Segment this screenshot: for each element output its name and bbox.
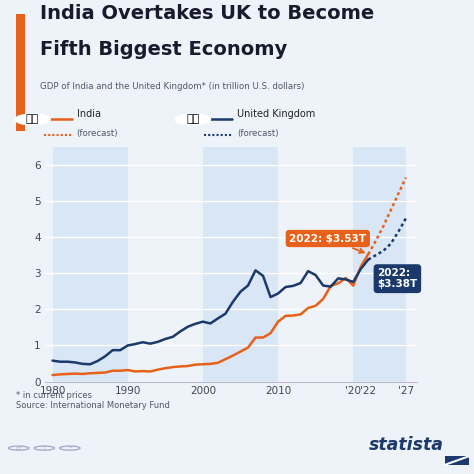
Text: statista: statista (369, 436, 444, 454)
Bar (203, 147, 278, 382)
Circle shape (175, 114, 210, 125)
Text: * in current prices
Source: International Monetary Fund: * in current prices Source: Internationa… (16, 391, 170, 410)
Text: 2022: $3.53T: 2022: $3.53T (289, 234, 366, 253)
Text: cc: cc (15, 446, 22, 451)
Text: 🇮🇳: 🇮🇳 (26, 114, 39, 125)
Bar (53, 147, 128, 382)
Circle shape (15, 114, 50, 125)
Text: (forecast): (forecast) (237, 129, 279, 138)
Text: (forecast): (forecast) (77, 129, 118, 138)
Text: India Overtakes UK to Become: India Overtakes UK to Become (39, 4, 374, 23)
Text: United Kingdom: United Kingdom (237, 109, 315, 119)
Text: GDP of India and the United Kingdom* (in trillion U.S. dollars): GDP of India and the United Kingdom* (in… (39, 82, 304, 91)
Text: 2022:
$3.38T: 2022: $3.38T (377, 268, 418, 290)
Text: i: i (43, 446, 45, 451)
Text: =: = (67, 446, 73, 451)
Bar (16, 14, 25, 131)
Text: India: India (77, 109, 101, 119)
Bar (445, 456, 471, 465)
Bar (353, 147, 406, 382)
Text: Fifth Biggest Economy: Fifth Biggest Economy (39, 40, 287, 59)
Text: 🇬🇧: 🇬🇧 (186, 114, 200, 125)
